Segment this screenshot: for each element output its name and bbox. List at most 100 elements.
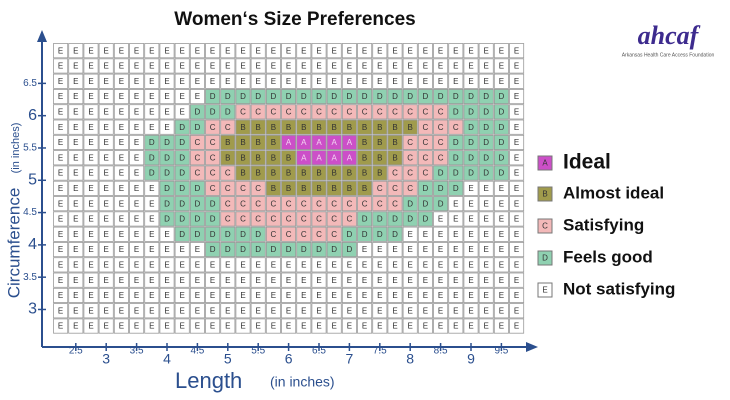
cell: [83, 180, 99, 196]
cell: [83, 134, 99, 151]
cell: [311, 58, 327, 74]
cell: [311, 165, 327, 181]
cell: [281, 241, 297, 258]
cell: [387, 287, 403, 303]
cell-letter: E: [195, 46, 200, 55]
x-tick-label: 4.5: [190, 346, 204, 357]
cell: [174, 272, 190, 288]
cell-letter: D: [499, 169, 505, 178]
cell: [265, 303, 281, 319]
cell: [281, 165, 297, 181]
cell: [113, 303, 129, 319]
cell: [144, 272, 160, 288]
cell-letter: B: [301, 184, 306, 193]
cell: [129, 104, 145, 120]
cell-letter: E: [286, 62, 291, 71]
cell: [189, 165, 205, 181]
cell-letter: E: [499, 62, 504, 71]
cell-letter: E: [392, 77, 397, 86]
cell: [53, 226, 69, 242]
x-axis-label: Length: [175, 368, 242, 393]
cell-letter: D: [362, 215, 368, 224]
cell-letter: E: [256, 276, 261, 285]
cell-letter: E: [377, 46, 382, 55]
cell-letter: D: [179, 169, 185, 178]
cell: [220, 303, 236, 319]
cell-letter: D: [255, 230, 261, 239]
cell: [417, 180, 433, 196]
cell: [448, 73, 464, 89]
cell: [235, 58, 251, 74]
cell-letter: D: [453, 92, 459, 101]
cell-letter: C: [423, 138, 429, 147]
cell-letter: E: [514, 123, 519, 132]
cell-letter: E: [195, 245, 200, 254]
cell-letter: E: [58, 276, 63, 285]
cell: [509, 58, 525, 74]
cell: [296, 119, 312, 135]
x-tick-label: 8.5: [434, 346, 448, 357]
cell: [402, 89, 418, 105]
cell-letter: E: [468, 199, 473, 208]
cell: [478, 180, 494, 196]
cell: [144, 180, 160, 196]
cell-letter: E: [377, 306, 382, 315]
cell-letter: E: [423, 230, 428, 239]
cell: [98, 287, 114, 303]
cell-letter: E: [88, 322, 93, 331]
cell: [478, 211, 494, 227]
cell: [144, 134, 160, 151]
cell-letter: E: [514, 184, 519, 193]
legend-label: Feels good: [563, 247, 653, 266]
cell: [311, 318, 327, 334]
cell-letter: E: [225, 291, 230, 300]
cell: [205, 287, 221, 303]
cell: [357, 226, 373, 242]
cell-letter: E: [58, 260, 63, 269]
cell-letter: B: [256, 169, 261, 178]
cell: [311, 180, 327, 196]
cell: [113, 226, 129, 242]
cell-letter: E: [423, 322, 428, 331]
cell: [463, 150, 479, 166]
cell-letter: E: [104, 153, 109, 162]
cell: [387, 43, 403, 59]
cell: [189, 241, 205, 258]
cell: [174, 89, 190, 105]
cell-letter: E: [104, 107, 109, 116]
cell: [296, 272, 312, 288]
legend-label: Satisfying: [563, 215, 644, 234]
legend-label: Not satisfying: [563, 279, 675, 298]
cell: [159, 272, 175, 288]
cell-letter: D: [423, 184, 429, 193]
cell-letter: E: [453, 77, 458, 86]
cell-letter: E: [73, 123, 78, 132]
cell-letter: E: [271, 46, 276, 55]
cell-letter: E: [134, 199, 139, 208]
cell-letter: E: [377, 291, 382, 300]
cell: [402, 287, 418, 303]
cell: [417, 226, 433, 242]
cell-letter: E: [180, 245, 185, 254]
cell-letter: E: [468, 322, 473, 331]
cell-letter: E: [392, 276, 397, 285]
cell: [402, 196, 418, 212]
cell: [98, 226, 114, 242]
legend-key: A: [542, 159, 548, 168]
cell-letter: C: [195, 153, 201, 162]
cell-letter: E: [225, 62, 230, 71]
y-tick-label: 6.5: [23, 78, 37, 89]
cell-letter: E: [240, 46, 245, 55]
cell-letter: C: [225, 199, 231, 208]
cell: [311, 241, 327, 258]
cell: [463, 196, 479, 212]
cell-letter: B: [316, 123, 321, 132]
cell: [387, 73, 403, 89]
cell-letter: E: [88, 215, 93, 224]
cell-letter: E: [149, 107, 154, 116]
cell: [265, 119, 281, 135]
cell-letter: E: [240, 62, 245, 71]
cell: [372, 241, 388, 258]
cell: [326, 58, 342, 74]
cell-letter: E: [499, 230, 504, 239]
